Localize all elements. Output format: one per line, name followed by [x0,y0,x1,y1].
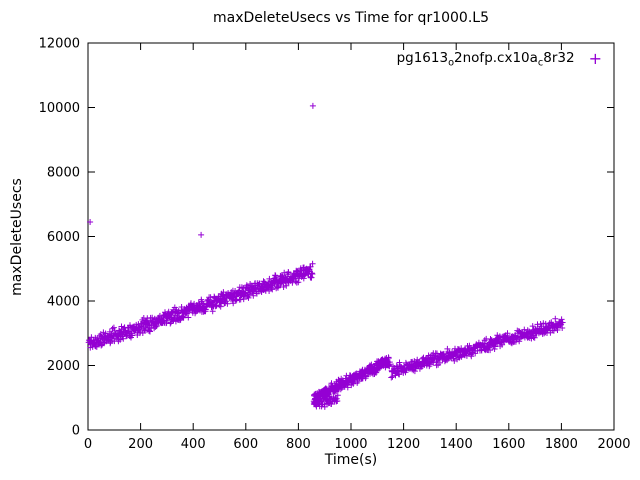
x-tick-label: 400 [181,437,206,452]
chart-title: maxDeleteUsecs vs Time for qr1000.L5 [213,10,489,26]
x-tick-label: 1600 [492,437,525,452]
y-tick-label: 0 [72,424,80,439]
y-tick-label: 2000 [47,359,80,374]
y-tick-label: 6000 [47,230,80,245]
x-tick-label: 0 [84,437,92,452]
data-points [85,102,566,410]
x-tick-label: 800 [286,437,311,452]
legend: pg1613o2nofp.cx10ac8r32 + [397,50,608,69]
y-tick-label: 12000 [39,37,80,52]
x-axis-label: Time(s) [324,452,378,468]
legend-label: pg1613o2nofp.cx10ac8r32 [396,50,575,69]
x-tick-label: 1800 [545,437,578,452]
x-tick-label: 600 [233,437,258,452]
y-tick-label: 10000 [39,101,80,116]
legend-marker-plus-icon: + [588,49,602,69]
x-tick-label: 1000 [334,437,367,452]
y-tick-label: 4000 [47,295,80,310]
y-tick-label: 8000 [47,166,80,181]
plot-border [87,42,615,431]
x-tick-label: 1400 [440,437,473,452]
x-tick-label: 200 [128,437,153,452]
x-tick-label: 2000 [597,437,630,452]
x-tick-label: 1200 [387,437,420,452]
